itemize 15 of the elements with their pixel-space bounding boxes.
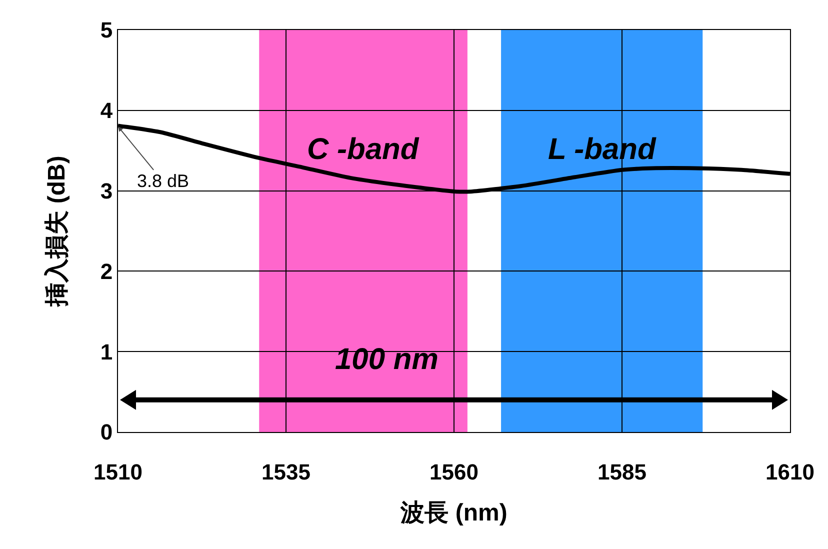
annotation: 3.8 dB	[137, 171, 190, 191]
x-tick-label: 1560	[430, 459, 478, 484]
y-axis-title: 挿入損失 (dB)	[43, 156, 70, 308]
y-tick-label: 0	[100, 420, 113, 445]
y-tick-label: 4	[100, 98, 114, 124]
y-tick-label: 1	[100, 339, 113, 364]
x-tick-label: 1510	[94, 459, 142, 484]
y-tick-label: 3	[100, 178, 113, 204]
x-tick-label: 1535	[262, 459, 310, 484]
y-tick-label: 2	[100, 258, 113, 284]
band-label: C -band	[307, 133, 420, 166]
x-tick-label: 1610	[766, 459, 814, 484]
x-tick-label: 1585	[598, 459, 646, 484]
x-axis-title: 波長 (nm)	[400, 500, 508, 527]
y-tick-label: 5	[100, 18, 113, 43]
